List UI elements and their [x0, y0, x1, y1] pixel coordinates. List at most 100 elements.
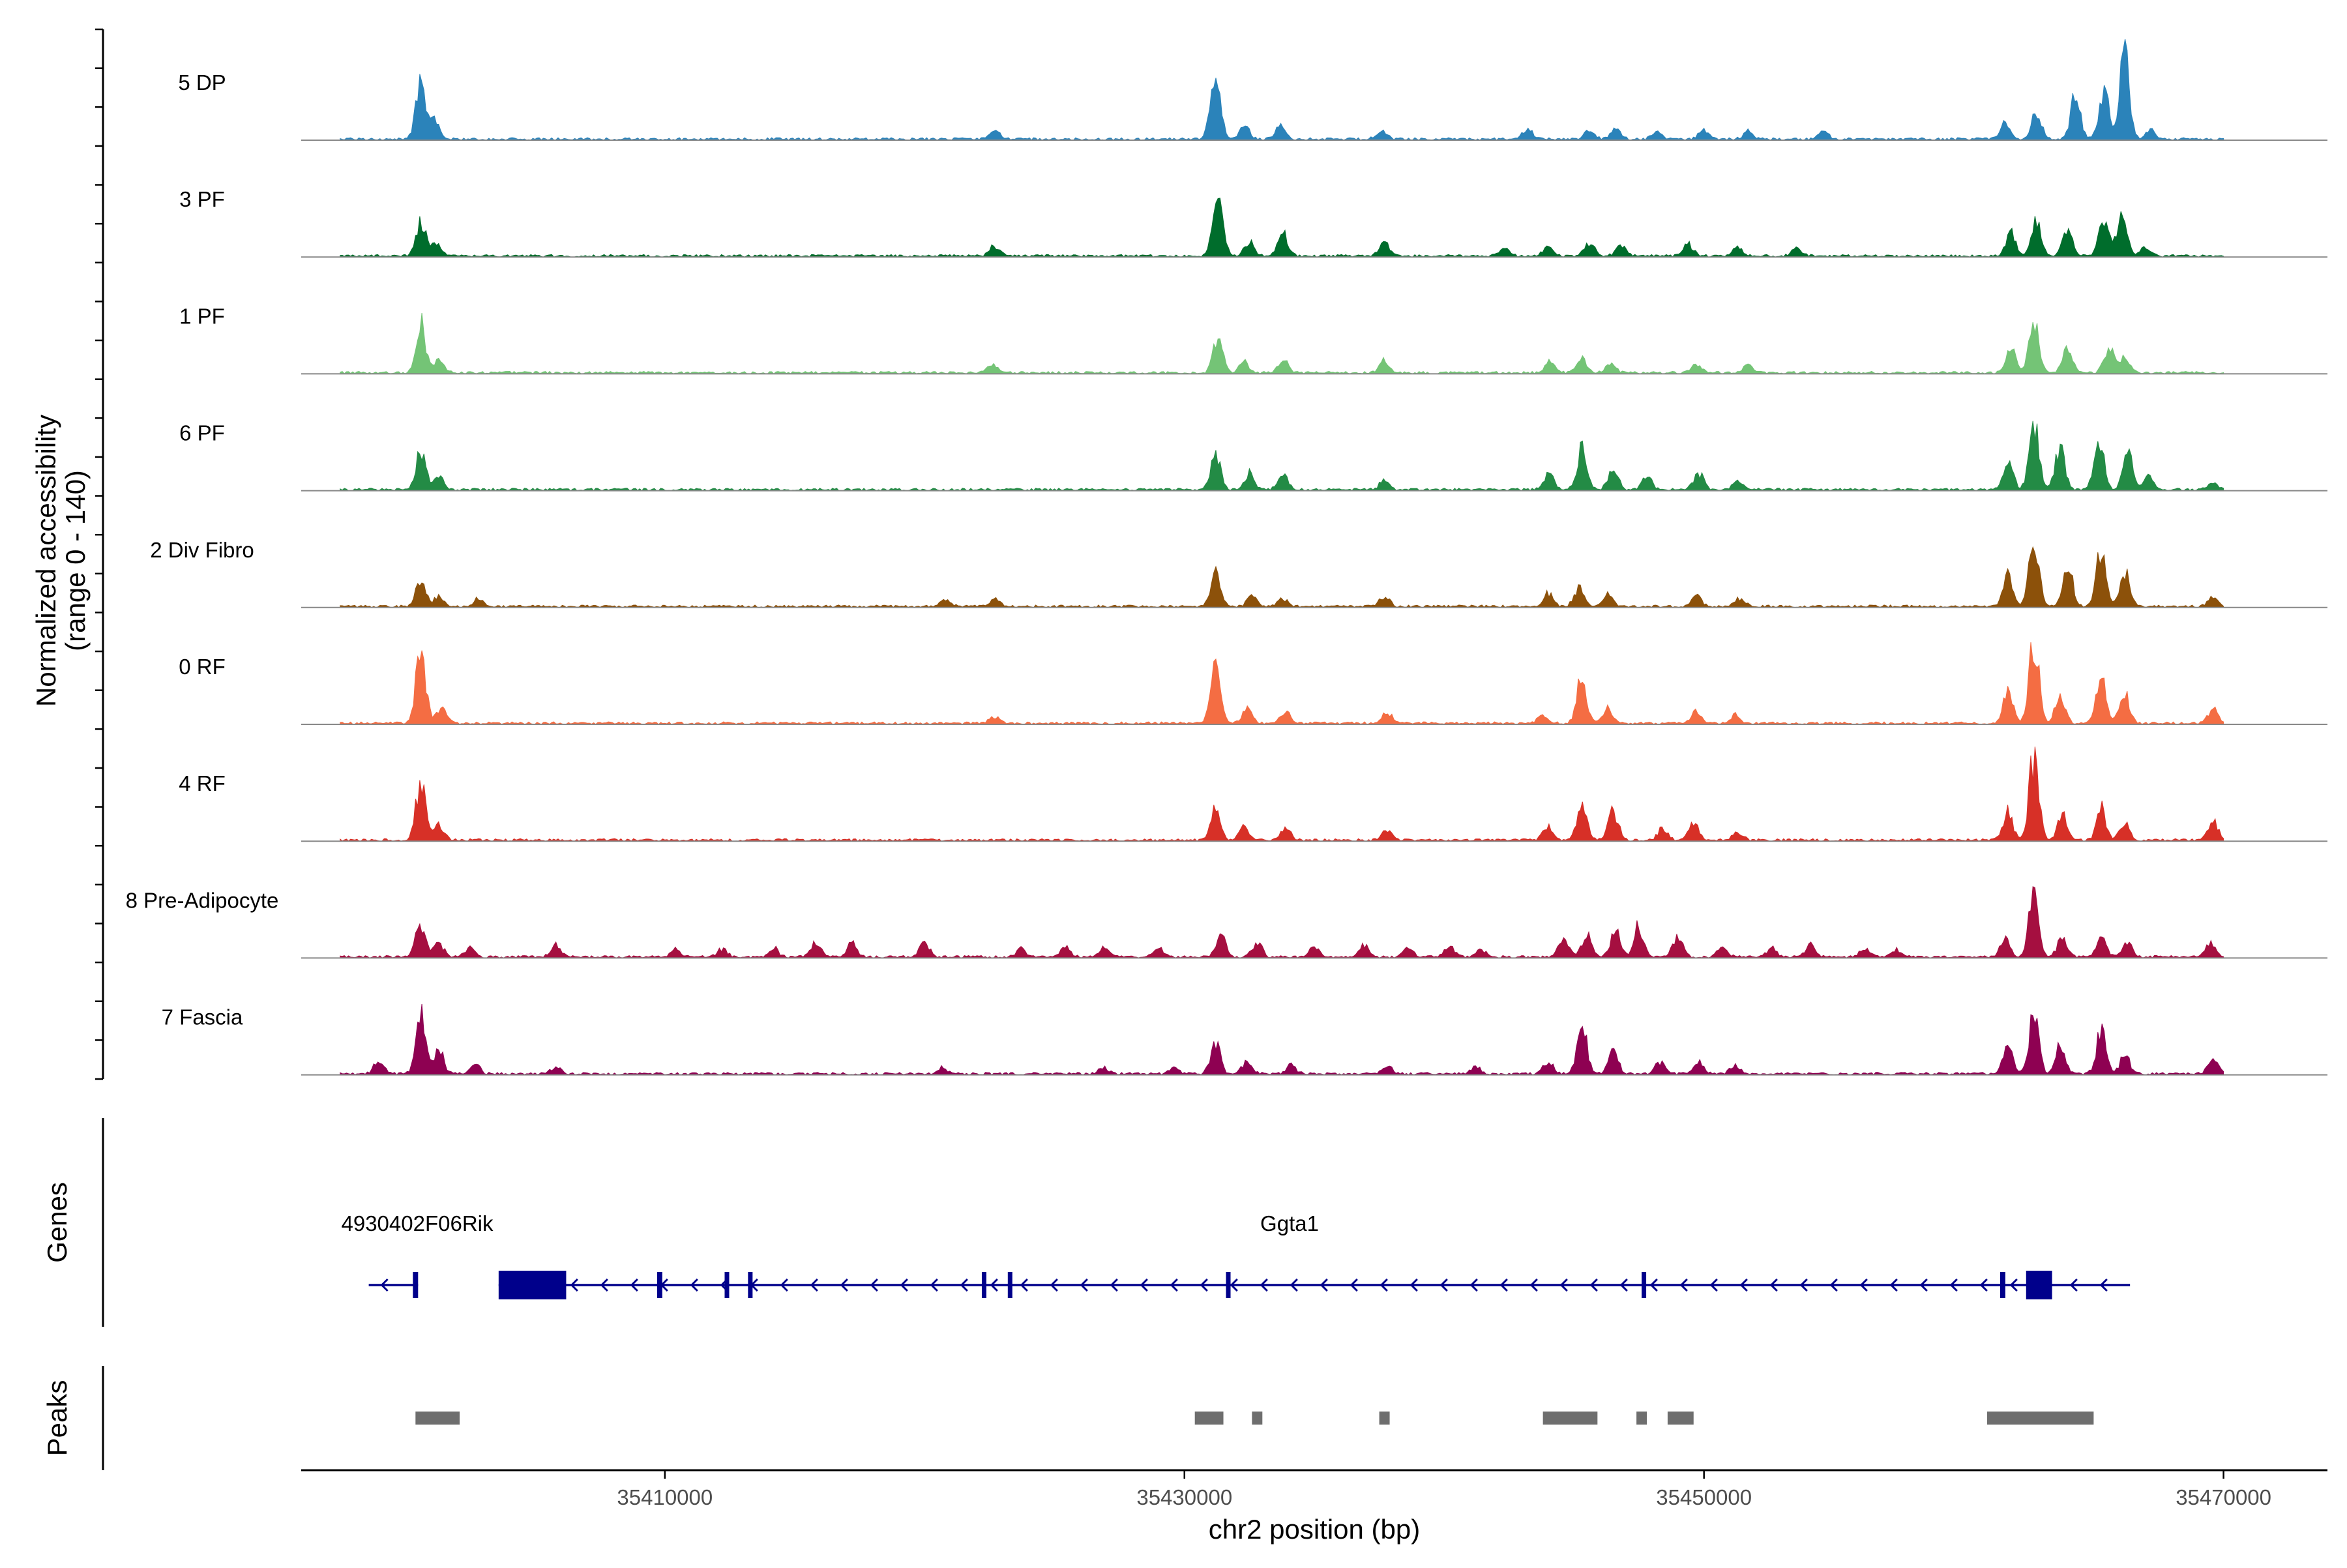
gene-strand-arrow	[1050, 1278, 1058, 1292]
gene-strand-arrow	[2099, 1278, 2108, 1292]
gene-exon	[1642, 1272, 1647, 1298]
x-axis-tick-label: 35450000	[1656, 1485, 1752, 1509]
gene-strand-arrow	[900, 1278, 908, 1292]
x-axis-tick-label: 35430000	[1136, 1485, 1232, 1509]
track-label: 2 Div Fibro	[150, 538, 254, 562]
gene-strand-arrow	[780, 1278, 788, 1292]
coverage-area	[340, 38, 2224, 141]
gene-strand-arrow	[2009, 1278, 2018, 1292]
coverage-track: 8 Pre-Adipocyte	[126, 886, 2327, 959]
track-label: 8 Pre-Adipocyte	[126, 888, 279, 912]
track-label: 6 PF	[179, 421, 225, 445]
x-axis-tick-label: 35410000	[617, 1485, 713, 1509]
gene-strand-arrow	[1410, 1278, 1418, 1292]
gene-strand-arrow	[840, 1278, 848, 1292]
gene-strand-arrow	[1589, 1278, 1598, 1292]
coverage-area	[340, 421, 2224, 492]
peak-region	[1379, 1412, 1390, 1425]
gene-label: Ggta1	[1260, 1211, 1319, 1235]
gene-strand-arrow	[1499, 1278, 1508, 1292]
gene-strand-arrow	[1469, 1278, 1478, 1292]
gene-strand-arrow	[960, 1278, 968, 1292]
y-axis-title-line1: Normalized accessibility	[31, 415, 61, 707]
track-label: 1 PF	[179, 304, 225, 328]
gene-strand-arrow	[1559, 1278, 1568, 1292]
gene-strand-arrow	[1230, 1278, 1238, 1292]
gene-exon	[748, 1272, 753, 1298]
gene-exon	[1226, 1272, 1231, 1298]
gene-strand-arrow	[380, 1278, 389, 1292]
gene-strand-arrow	[1739, 1278, 1748, 1292]
peaks-panel	[102, 1366, 2094, 1470]
gene-label: 4930402F06Rik	[342, 1211, 494, 1235]
coverage-track: 2 Div Fibro	[150, 538, 2327, 608]
gene-strand-arrow	[810, 1278, 818, 1292]
gene-strand-arrow	[990, 1278, 998, 1292]
gene-strand-arrow	[870, 1278, 878, 1292]
coverage-track: 4 RF	[179, 747, 2327, 842]
gene-strand-arrow	[1110, 1278, 1118, 1292]
gene-model: Ggta1	[498, 1211, 2131, 1299]
genes-panel: 4930402F06Rik Ggta1	[102, 1118, 2131, 1327]
gene-strand-arrow	[1769, 1278, 1778, 1292]
gene-strand-arrow	[1140, 1278, 1148, 1292]
genes-panel-title: Genes	[42, 1182, 72, 1263]
coverage-track: 7 Fascia	[162, 1003, 2327, 1076]
coverage-area	[340, 1003, 2224, 1076]
track-label: 4 RF	[179, 771, 226, 795]
gene-strand-arrow	[1919, 1278, 1928, 1292]
gene-strand-arrow	[1260, 1278, 1268, 1292]
gene-strand-arrow	[1290, 1278, 1298, 1292]
gene-strand-arrow	[1529, 1278, 1538, 1292]
coverage-track: 5 DP	[178, 38, 2327, 141]
x-axis-tick-label: 35470000	[2176, 1485, 2271, 1509]
peak-region	[1667, 1412, 1694, 1425]
gene-strand-arrow	[570, 1278, 578, 1292]
gene-strand-arrow	[1020, 1278, 1028, 1292]
gene-exon	[657, 1272, 662, 1298]
gene-strand-arrow	[1859, 1278, 1868, 1292]
peaks-panel-title: Peaks	[42, 1380, 72, 1457]
y-axis-title-line2: (range 0 - 140)	[60, 470, 91, 651]
gene-exon	[498, 1271, 567, 1299]
gene-strand-arrow	[1649, 1278, 1658, 1292]
gene-strand-arrow	[1439, 1278, 1448, 1292]
x-axis: 35410000 35430000 35450000 35470000	[301, 1469, 2327, 1509]
peak-region	[1543, 1412, 1598, 1425]
gene-model: 4930402F06Rik	[342, 1211, 494, 1298]
gene-strand-arrow	[1170, 1278, 1178, 1292]
gene-strand-arrow	[1380, 1278, 1388, 1292]
gene-exon	[413, 1272, 419, 1298]
gene-strand-arrow	[1200, 1278, 1208, 1292]
gene-strand-arrow	[1799, 1278, 1808, 1292]
peak-region	[415, 1412, 460, 1425]
peak-region	[1252, 1412, 1263, 1425]
gene-exon	[2026, 1271, 2052, 1299]
gene-strand-arrow	[630, 1278, 638, 1292]
gene-exon	[981, 1272, 986, 1298]
coverage-area	[340, 546, 2224, 608]
coverage-area	[340, 642, 2224, 725]
peak-region	[1636, 1412, 1647, 1425]
gene-strand-arrow	[930, 1278, 938, 1292]
gene-strand-arrow	[1350, 1278, 1358, 1292]
coverage-area	[340, 313, 2224, 375]
coverage-area	[340, 886, 2224, 959]
coverage-area	[340, 198, 2224, 258]
gene-exon	[724, 1272, 730, 1298]
track-label: 0 RF	[179, 655, 226, 679]
gene-strand-arrow	[1889, 1278, 1898, 1292]
gene-strand-arrow	[1320, 1278, 1328, 1292]
gene-strand-arrow	[1080, 1278, 1088, 1292]
track-label: 7 Fascia	[162, 1005, 243, 1029]
track-label: 5 DP	[178, 70, 226, 95]
coverage-panel: 5 DP 3 PF 1 PF 6 PF 2 Div Fibro 0 RF 4 RF 8 Pre…	[95, 28, 2327, 1080]
peak-region	[1987, 1412, 2094, 1425]
gene-exon	[1007, 1272, 1012, 1298]
gene-strand-arrow	[1709, 1278, 1718, 1292]
coverage-track: 3 PF	[179, 187, 2327, 258]
peak-region	[1194, 1412, 1224, 1425]
gene-strand-arrow	[600, 1278, 608, 1292]
coverage-track: 1 PF	[179, 304, 2327, 375]
